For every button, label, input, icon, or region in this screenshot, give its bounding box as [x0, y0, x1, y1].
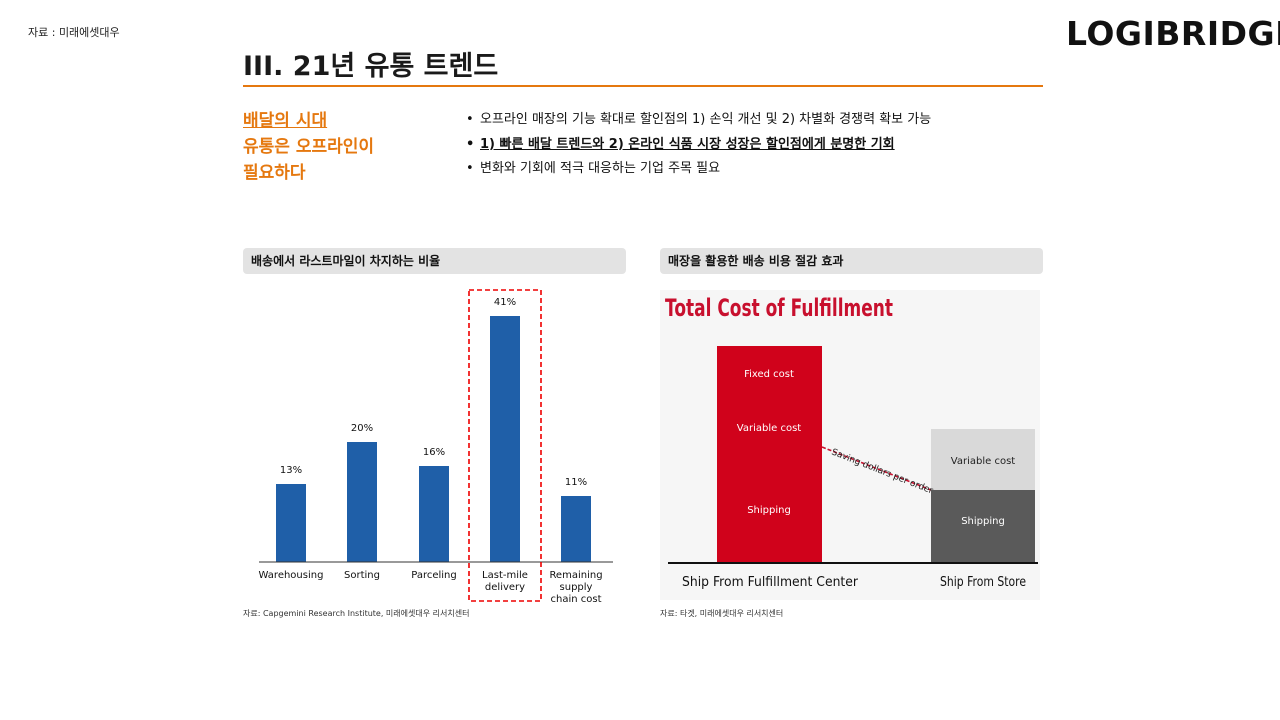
category-label: chain cost	[550, 594, 601, 605]
fc-variable-cost-label: Variable cost	[737, 423, 801, 434]
right-chart-heading: 매장을 활용한 배송 비용 절감 효과	[660, 248, 1043, 274]
bar-value-label: 11%	[565, 477, 587, 488]
bar-2	[419, 466, 449, 562]
category-label: Warehousing	[259, 570, 324, 581]
subheading-line-1: 배달의 시대	[243, 111, 328, 131]
left-chart-source: 자료: Capgemini Research Institute, 미래에셋대우…	[243, 609, 470, 618]
bullet-item: 변화와 기회에 적극 대응하는 기업 주목 필요	[466, 157, 931, 182]
subheading-line-3: 필요하다	[243, 163, 306, 183]
fc-fixed-cost-label: Fixed cost	[744, 369, 794, 380]
source-note: 자료 : 미래에셋대우	[28, 26, 120, 39]
category-label: Remaining	[549, 570, 602, 581]
bar-1	[347, 442, 377, 562]
fulfillment-cost-chart: Total Cost of Fulfillment Fixed cost Var…	[660, 290, 1040, 600]
fc-shipping-label: Shipping	[747, 505, 791, 516]
bar-3	[490, 316, 520, 562]
bar-value-label: 16%	[423, 447, 445, 458]
bullet-item-emphasis: 1) 빠른 배달 트렌드와 2) 온라인 식품 시장 성장은 할인점에게 분명한…	[466, 133, 931, 158]
bar-0	[276, 484, 306, 562]
page-title: III. 21년 유통 트렌드	[243, 51, 499, 82]
store-variable-cost-label: Variable cost	[951, 456, 1015, 467]
category-label-store: Ship From Store	[940, 575, 1026, 590]
chart-title: Total Cost of Fulfillment	[665, 294, 893, 322]
store-shipping-segment	[931, 490, 1035, 563]
category-label: delivery	[485, 582, 525, 593]
category-label: Sorting	[344, 570, 380, 581]
subheading-line-2: 유통은 오프라인이	[243, 137, 375, 157]
last-mile-share-chart: 13% 20% 16% 41% 11% Warehousing Sorting Parcel…	[259, 289, 613, 605]
bar-value-label: 13%	[280, 465, 302, 476]
saving-dashed-line	[821, 446, 932, 491]
category-label: Parceling	[411, 570, 457, 581]
section-subheading: 배달의 시대 유통은 오프라인이 필요하다	[243, 108, 374, 186]
category-label: Last-mile	[482, 570, 528, 581]
fc-cost-bar	[717, 346, 822, 563]
store-variable-cost-segment	[931, 429, 1035, 490]
bullet-item: 오프라인 매장의 기능 확대로 할인점의 1) 손익 개선 및 2) 차별화 경…	[466, 108, 931, 133]
bar-value-label: 41%	[494, 297, 516, 308]
title-divider	[243, 85, 1043, 87]
bar-value-label: 20%	[351, 423, 373, 434]
brand-logo: LOGIBRIDGE	[1066, 14, 1280, 53]
store-shipping-label: Shipping	[961, 516, 1005, 527]
left-chart-heading: 배송에서 라스트마일이 차지하는 비율	[243, 248, 626, 274]
category-label: supply	[560, 582, 593, 593]
category-label-fulfillment-center: Ship From Fulfillment Center	[682, 575, 859, 590]
bullet-list: 오프라인 매장의 기능 확대로 할인점의 1) 손익 개선 및 2) 차별화 경…	[466, 108, 931, 182]
right-chart-source: 자료: 타겟, 미래에셋대우 리서치센터	[660, 609, 784, 618]
highlight-box	[468, 289, 542, 602]
bar-4	[561, 496, 591, 562]
